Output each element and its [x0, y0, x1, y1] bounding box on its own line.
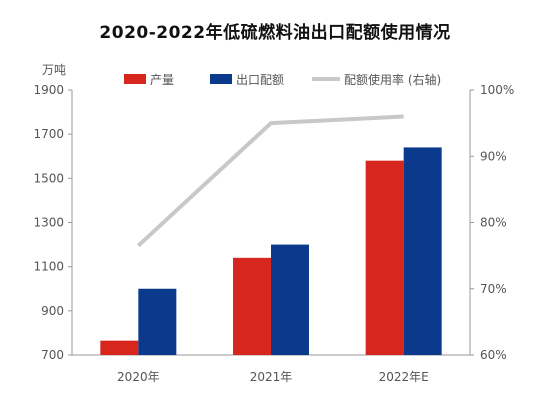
left-tick-label: 1700	[33, 127, 64, 141]
right-tick-label: 90%	[480, 149, 507, 163]
bar-export-quota	[403, 147, 442, 355]
left-tick-label: 1900	[33, 83, 64, 97]
legend-label-1: 出口配额	[236, 73, 284, 87]
bar-export-quota	[138, 288, 177, 355]
legend-swatch-1	[210, 74, 232, 84]
left-tick-label: 1500	[33, 171, 64, 185]
x-tick-label: 2021年	[250, 370, 293, 384]
left-axis-unit: 万吨	[42, 63, 66, 77]
bar-export-quota	[271, 244, 309, 355]
left-tick-label: 1300	[33, 216, 64, 230]
left-tick-label: 700	[41, 348, 64, 362]
x-tick-label: 2022年E	[379, 370, 429, 384]
line-quota-usage-rate	[136, 114, 404, 248]
bar-production	[233, 257, 271, 355]
legend-swatch-0	[124, 74, 146, 84]
right-tick-label: 60%	[480, 348, 507, 362]
left-tick-label: 900	[41, 304, 64, 318]
right-tick-label: 70%	[480, 282, 507, 296]
chart-title: 2020-2022年低硫燃料油出口配额使用情况	[99, 23, 451, 43]
legend-label-0: 产量	[150, 73, 174, 87]
left-tick-label: 1100	[33, 260, 64, 274]
right-tick-label: 100%	[480, 83, 514, 97]
bar-production	[365, 160, 404, 355]
x-tick-label: 2020年	[117, 370, 160, 384]
bar-production	[100, 340, 139, 355]
right-tick-label: 80%	[480, 216, 507, 230]
legend-label-2: 配额使用率 (右轴)	[344, 72, 441, 87]
